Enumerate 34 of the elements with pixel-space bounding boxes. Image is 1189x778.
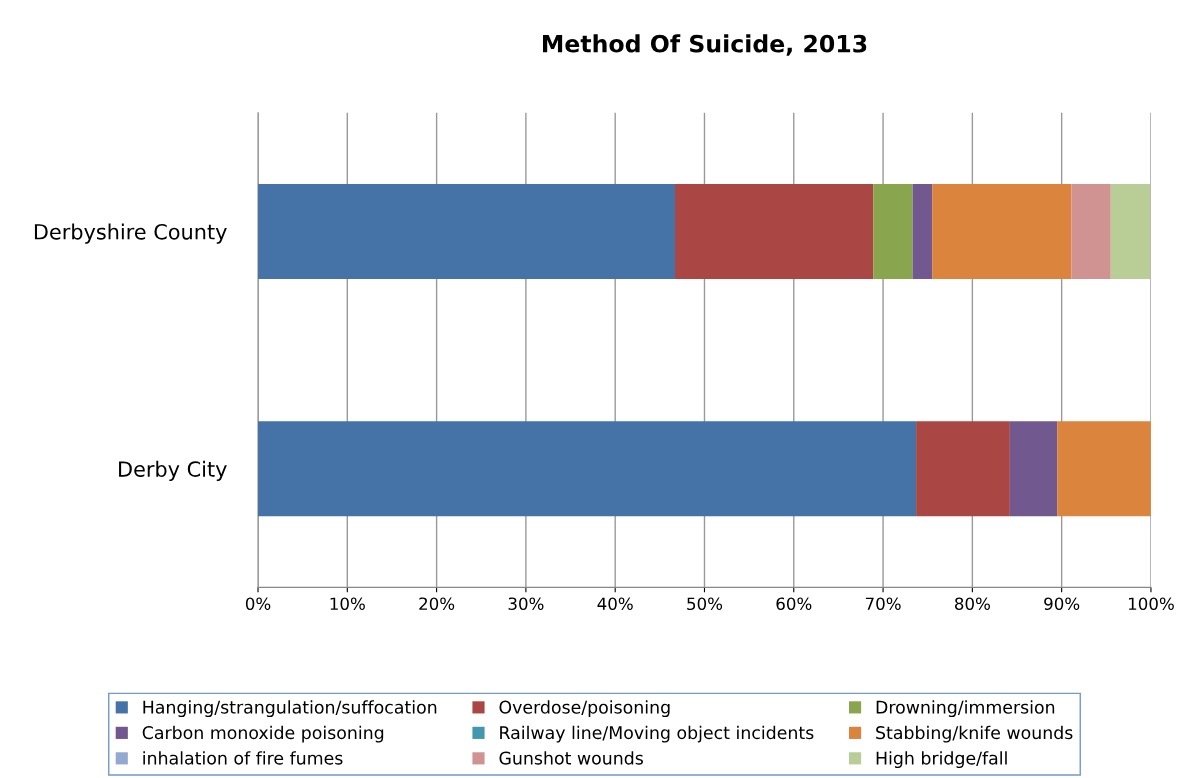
x-tick-label: 70% [865,597,901,611]
x-tick-label: 40% [597,597,633,611]
legend-label: Hanging/strangulation/suffocation [143,700,437,718]
x-tick-label: 50% [687,597,723,611]
bar [932,184,1072,279]
bar [916,421,1010,517]
y-tick-label: Derbyshire County [34,223,227,244]
bar [258,421,917,517]
legend-label: Gunshot wounds [499,751,643,765]
y-tick-label: Derby City [119,460,227,481]
bar [675,184,874,279]
x-tick-label: 90% [1044,597,1080,611]
bar [1057,421,1151,517]
x-tick-label: 80% [954,597,990,611]
bar [873,184,913,279]
bar [258,184,676,279]
bar [1071,184,1111,279]
chart-title: Method Of Suicide, 2013 [542,34,867,56]
x-tick-label: 20% [419,597,455,611]
bar [1110,184,1151,279]
x-tick-label: 10% [330,597,365,611]
legend-label: inhalation of fire fumes [143,751,343,765]
legend-label: Drowning/immersion [876,700,1055,718]
x-tick-label: 30% [508,597,544,611]
legend-label: Carbon monoxide poisoning [142,725,384,743]
legend-label: Overdose/poisoning [499,700,670,718]
x-tick-label: 0% [245,597,271,611]
x-tick-label: 60% [776,597,812,611]
x-tick-label: 100% [1128,597,1174,611]
bar [912,184,933,279]
legend-label: Railway line/Moving object incidents [500,725,814,743]
legend-label: Stabbing/knife wounds [876,725,1073,743]
legend-label: High bridge/fall [876,751,1007,769]
bar [1009,421,1058,517]
